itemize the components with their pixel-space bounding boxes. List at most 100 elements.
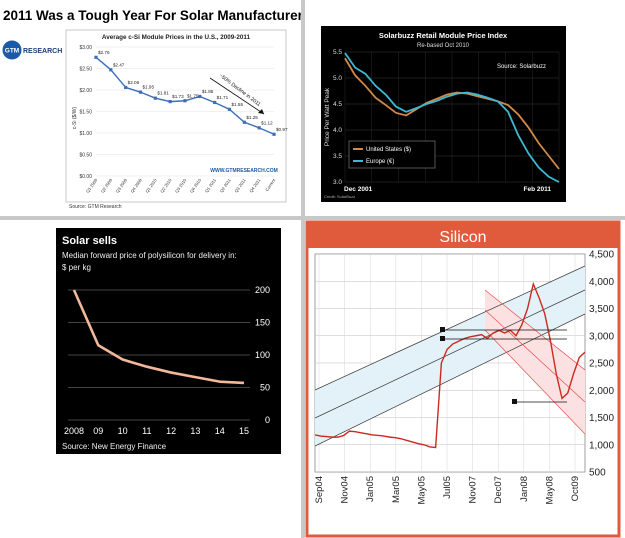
y-tick-label: 4.0 xyxy=(333,127,342,134)
chart-subtitle: Median forward price of polysilicon for … xyxy=(62,251,237,260)
y-tick-label: 5.0 xyxy=(333,75,342,82)
x-tick-label: Jul05 xyxy=(442,476,453,499)
data-point xyxy=(138,90,143,94)
decline-arrow-head xyxy=(258,109,264,114)
gtm-logo-badge xyxy=(2,40,22,60)
x-tick-label: Sep04 xyxy=(314,476,325,503)
gtm-logo-subtext: RESEARCH xyxy=(23,48,62,55)
solar-sells-chart-panel: Solar sells Median forward price of poly… xyxy=(0,220,301,538)
x-tick-label: 13 xyxy=(190,426,200,436)
channel-line xyxy=(315,289,585,419)
y-tick-label: $0.50 xyxy=(79,152,92,158)
series-line-europe xyxy=(344,52,560,183)
x-tick-label: Dec 2001 xyxy=(344,186,373,193)
x-tick-label: Dec07 xyxy=(493,476,504,503)
y-tick-label: $1.50 xyxy=(79,109,92,115)
data-point xyxy=(272,132,276,136)
gtm-headline: 2011 Was a Tough Year For Solar Manufact… xyxy=(3,8,301,23)
data-label: $1.75 xyxy=(187,93,199,98)
gtm-chart-panel: 2011 Was a Tough Year For Solar Manufact… xyxy=(0,0,301,216)
y-tick-label: 1,500 xyxy=(589,413,614,424)
data-point xyxy=(168,100,172,104)
data-point xyxy=(257,126,261,130)
x-tick-label: May05 xyxy=(416,476,427,505)
data-label: $1.12 xyxy=(261,120,273,125)
y-axis-label: Price Per Watt Peak xyxy=(324,87,331,146)
watermark: WWW.GTMRESEARCH.COM xyxy=(210,168,278,174)
data-point xyxy=(109,68,113,72)
channel-line-red xyxy=(484,309,585,403)
data-point xyxy=(198,94,202,99)
chart-subtitle: Re-based Oct 2010 xyxy=(417,43,470,49)
y-tick-label: 50 xyxy=(260,383,270,393)
y-tick-label: $3.00 xyxy=(79,45,92,51)
y-tick-label: 2,000 xyxy=(589,386,614,397)
data-point xyxy=(213,100,217,105)
decline-arrow xyxy=(209,77,265,115)
x-tick-label: Jan08 xyxy=(519,476,530,502)
y-tick-label: 3.5 xyxy=(333,153,342,160)
solarbuzz-chart-panel: Solarbuzz Retail Module Price Index Re-b… xyxy=(305,0,625,216)
data-label: $1.73 xyxy=(172,94,184,99)
data-label: $1.81 xyxy=(157,91,169,96)
y-tick-label: 5.5 xyxy=(333,49,342,56)
y-tick-label: 3,000 xyxy=(589,331,614,342)
legend-label-us: United States ($) xyxy=(366,147,411,153)
data-point xyxy=(242,120,246,124)
y-tick-label: 4,500 xyxy=(589,250,614,261)
legend-label-europe: Europe (€) xyxy=(366,159,394,165)
legend xyxy=(348,140,436,169)
silicon-chart-panel: Silicon 500 1,000 1,500 2,000 2,500 3,000 3,50… xyxy=(305,220,625,538)
y-tick-label: $0.00 xyxy=(79,174,92,180)
data-label: $2.06 xyxy=(128,80,140,85)
data-label: $0.97 xyxy=(276,127,288,132)
y-tick-label: 3,500 xyxy=(589,304,614,315)
x-tick-label: Nov04 xyxy=(340,476,351,503)
panel-divider-vertical xyxy=(301,0,305,538)
x-tick-label: May08 xyxy=(544,476,555,505)
y-tick-label: 500 xyxy=(589,468,606,479)
chart-title: Silicon xyxy=(439,229,486,246)
x-tick-label: Feb 2011 xyxy=(524,186,552,193)
y-tick-label: 100 xyxy=(255,350,270,360)
x-tick-label: Oct09 xyxy=(570,476,581,501)
y-tick-label: 150 xyxy=(255,318,270,328)
marker xyxy=(440,336,445,341)
silicon-chart: Silicon 500 1,000 1,500 2,000 2,500 3,000 3,50… xyxy=(305,220,621,538)
source: Source: Solarbuzz xyxy=(497,64,546,70)
solarbuzz-chart: Solarbuzz Retail Module Price Index Re-b… xyxy=(321,26,566,202)
y-tick-label: 4,000 xyxy=(589,277,614,288)
x-tick-label: 10 xyxy=(118,426,128,436)
y-tick-label: 200 xyxy=(255,285,270,295)
data-point xyxy=(124,85,128,90)
data-label: $1.25 xyxy=(246,115,258,120)
data-point xyxy=(183,99,187,103)
source: Source: GTM Research xyxy=(69,204,122,210)
series-line xyxy=(72,289,245,385)
series-line-us xyxy=(344,57,560,170)
data-point xyxy=(227,107,232,111)
y-tick-label: 0 xyxy=(265,415,270,425)
marker xyxy=(440,327,445,332)
y-tick-label: $2.00 xyxy=(79,88,92,94)
data-label: $1.55 xyxy=(232,102,244,107)
data-point xyxy=(94,55,98,59)
marker xyxy=(512,399,517,404)
blue-trend-channel xyxy=(315,266,585,446)
x-tick-label: Nov07 xyxy=(468,476,479,503)
chart-title: Solar sells xyxy=(62,235,117,247)
channel-line-red xyxy=(484,329,585,435)
x-tick-label: 09 xyxy=(93,426,103,436)
data-label: $2.76 xyxy=(98,50,110,55)
x-tick-label: 11 xyxy=(142,426,151,436)
y-tick-label: 2,500 xyxy=(589,359,614,370)
source: Source: New Energy Finance xyxy=(62,442,167,451)
data-label: $1.95 xyxy=(143,85,155,90)
x-tick-label: 14 xyxy=(215,426,225,436)
data-label: $1.71 xyxy=(217,95,229,100)
y-tick-label: 4.5 xyxy=(333,101,342,108)
credit: Credit: SolarBuzz xyxy=(324,194,355,199)
data-point xyxy=(153,96,157,100)
x-tick-label: Jan05 xyxy=(365,476,376,502)
x-tick-label: 15 xyxy=(239,426,249,436)
